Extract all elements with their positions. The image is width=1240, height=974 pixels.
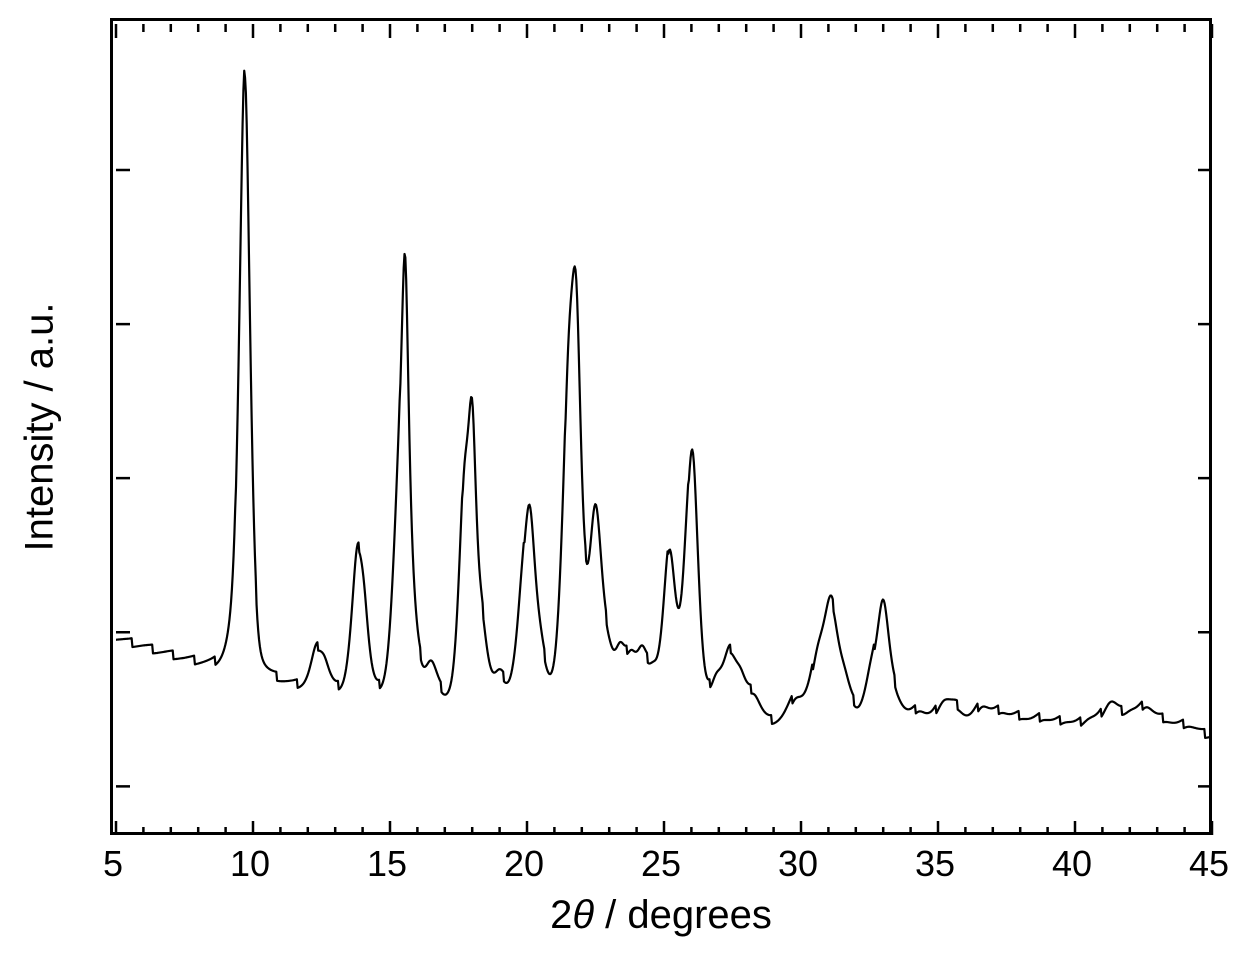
xrd-figure: 5 10 15 20 25 30 35 40 45 2θ / degrees Intensity… [0, 0, 1240, 974]
y-axis-title: Intensity / a.u. [18, 302, 63, 551]
x-tick-label: 45 [1189, 843, 1229, 885]
x-tick-label: 20 [504, 843, 544, 885]
x-axis-title-suffix: / degrees [594, 893, 772, 937]
x-tick-label: 10 [230, 843, 270, 885]
x-tick-label: 30 [778, 843, 818, 885]
x-tick-label: 40 [1052, 843, 1092, 885]
x-axis-title-theta: θ [572, 893, 594, 937]
y-axis-title-text: Intensity / a.u. [18, 302, 62, 551]
xrd-trace [116, 24, 1212, 835]
x-tick-label: 15 [367, 843, 407, 885]
x-axis-title-prefix: 2 [550, 893, 572, 937]
x-axis-title: 2θ / degrees [550, 893, 772, 938]
x-tick-label: 25 [641, 843, 681, 885]
plot-area [110, 18, 1212, 835]
x-tick-label: 35 [915, 843, 955, 885]
x-tick-label: 5 [103, 843, 123, 885]
